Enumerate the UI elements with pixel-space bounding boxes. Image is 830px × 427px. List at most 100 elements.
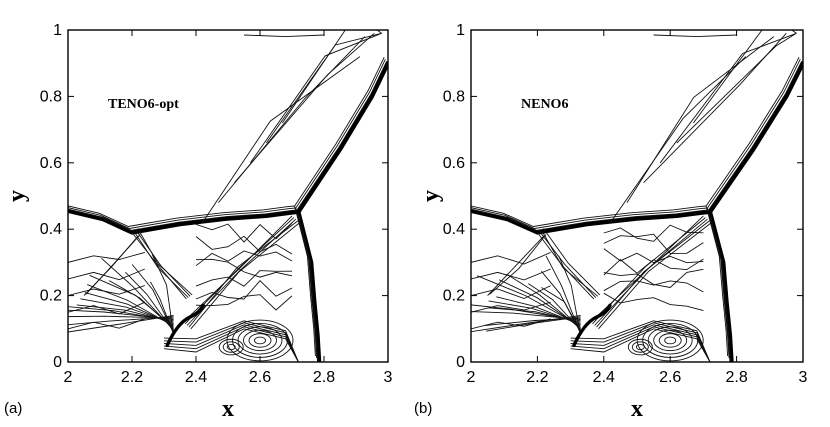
shear-layer-contour (266, 32, 382, 144)
shear-layer-contour (676, 32, 797, 144)
vortex-contour (664, 336, 677, 345)
slip-line-contour (131, 232, 187, 300)
x-tick-label: 2.2 (526, 369, 548, 386)
post-shock-contour (603, 280, 704, 293)
vortex-contour (248, 333, 272, 348)
y-tick-label: 0.4 (40, 221, 62, 238)
vortex-contour (254, 336, 266, 345)
post-shock-contour (195, 235, 293, 255)
post-shock-contour (195, 270, 293, 287)
vortex-contour (635, 344, 645, 351)
shock-front-3 (296, 61, 388, 214)
y-tick-label: 0 (53, 354, 62, 371)
left-region-contour (471, 251, 551, 265)
y-tick-label: 0.2 (443, 288, 465, 305)
scheme-label: TENO6-opt (108, 97, 179, 112)
shock-contour (471, 205, 707, 227)
expansion-fan-contour (476, 275, 581, 327)
y-tick-label: 1 (53, 22, 62, 39)
left-region-contour (471, 318, 551, 330)
post-shock-contour (195, 222, 293, 243)
contour-lines (471, 30, 803, 362)
left-region-contour (68, 285, 145, 297)
expansion-fan-contour (89, 274, 174, 328)
x-axis-title: x (222, 396, 234, 422)
y-tick-label: 0.2 (40, 288, 62, 305)
wall-jet-contour (570, 322, 711, 362)
wall-jet-contour (163, 320, 299, 362)
x-tick-label: 2.6 (659, 369, 681, 386)
wall-jet-contour (163, 324, 299, 362)
left-region-contour (471, 285, 551, 299)
post-shock-contour (603, 258, 704, 276)
vortex-contour (658, 333, 682, 348)
slip-line-contour (541, 229, 599, 297)
post-shock-contour (603, 292, 704, 312)
slip-line-contour (135, 229, 191, 297)
wall-jet-contour (570, 324, 711, 362)
vortex-contour (222, 341, 240, 353)
x-tick-label: 3 (799, 369, 808, 386)
plot-frame (470, 29, 804, 363)
shock-contour (294, 205, 316, 357)
x-tick-label: 2.6 (249, 369, 271, 386)
shock-contour (705, 205, 729, 357)
shock-contour (68, 207, 296, 229)
wall-jet-contour (163, 322, 299, 362)
shock-contour (296, 209, 319, 361)
wall-jet-contour (570, 320, 711, 362)
panel-label: (b) (414, 400, 432, 417)
x-tick-label: 2.4 (185, 369, 207, 386)
x-axis-title: x (631, 396, 643, 422)
slip-line-contour (190, 222, 300, 330)
left-region-contour (471, 301, 551, 313)
shock-contour (708, 60, 803, 211)
expansion-fan-contour (68, 316, 174, 326)
expansion-fan-contour (68, 315, 174, 333)
x-tick-label: 2.8 (313, 369, 335, 386)
y-tick-label: 1 (456, 22, 465, 39)
slip-line-contour (596, 220, 710, 328)
expansion-fan-contour (486, 316, 581, 332)
shock-contour (706, 207, 730, 359)
shear-layer-contour (693, 30, 797, 124)
left-region-contour (471, 268, 551, 281)
shock-contour (68, 205, 295, 227)
post-shock-contour (603, 233, 704, 254)
shock-contour (295, 207, 318, 359)
shear-layer-contour (234, 32, 375, 183)
shock-contour (294, 57, 385, 207)
shear-layer-contour (202, 56, 361, 223)
post-shock-contour (603, 224, 704, 242)
contour-panel-b: 2 2.2 2.4 2.6 2.8 3 0 0.2 0.4 0.6 0.8 1 x y NENO6 (b) (414, 22, 808, 422)
shock-front-1 (471, 208, 713, 235)
wall-jet-contour (570, 328, 711, 362)
shock-front-2 (707, 209, 734, 362)
scheme-label: NENO6 (521, 97, 568, 112)
vortex-contour (627, 338, 653, 356)
mach-stem-contour (572, 303, 612, 348)
x-tick-label: 2.2 (121, 369, 143, 386)
wall-jet-contour (163, 328, 299, 362)
expansion-fan-contour (68, 309, 174, 320)
shear-layer-contour (282, 30, 382, 124)
post-shock-contour (195, 294, 293, 311)
slip-line-contour (85, 234, 141, 295)
vortex-contour (218, 338, 244, 356)
post-shock-contour (195, 280, 293, 300)
shock-contour (708, 209, 731, 361)
shear-layer-contour (626, 36, 775, 203)
left-region-contour (68, 301, 145, 315)
expansion-fan-contour (471, 311, 581, 320)
wall-jet-contour (163, 326, 299, 362)
shear-layer-contour (643, 32, 787, 184)
shock-contour (471, 207, 708, 229)
shear-layer-contour (659, 32, 797, 164)
y-tick-label: 0.8 (443, 88, 465, 105)
shock-contour (707, 58, 801, 209)
y-tick-label: 0.4 (443, 221, 465, 238)
post-shock-contour (603, 268, 704, 288)
slip-line-contour (137, 228, 193, 296)
slip-line-contour (598, 222, 712, 330)
